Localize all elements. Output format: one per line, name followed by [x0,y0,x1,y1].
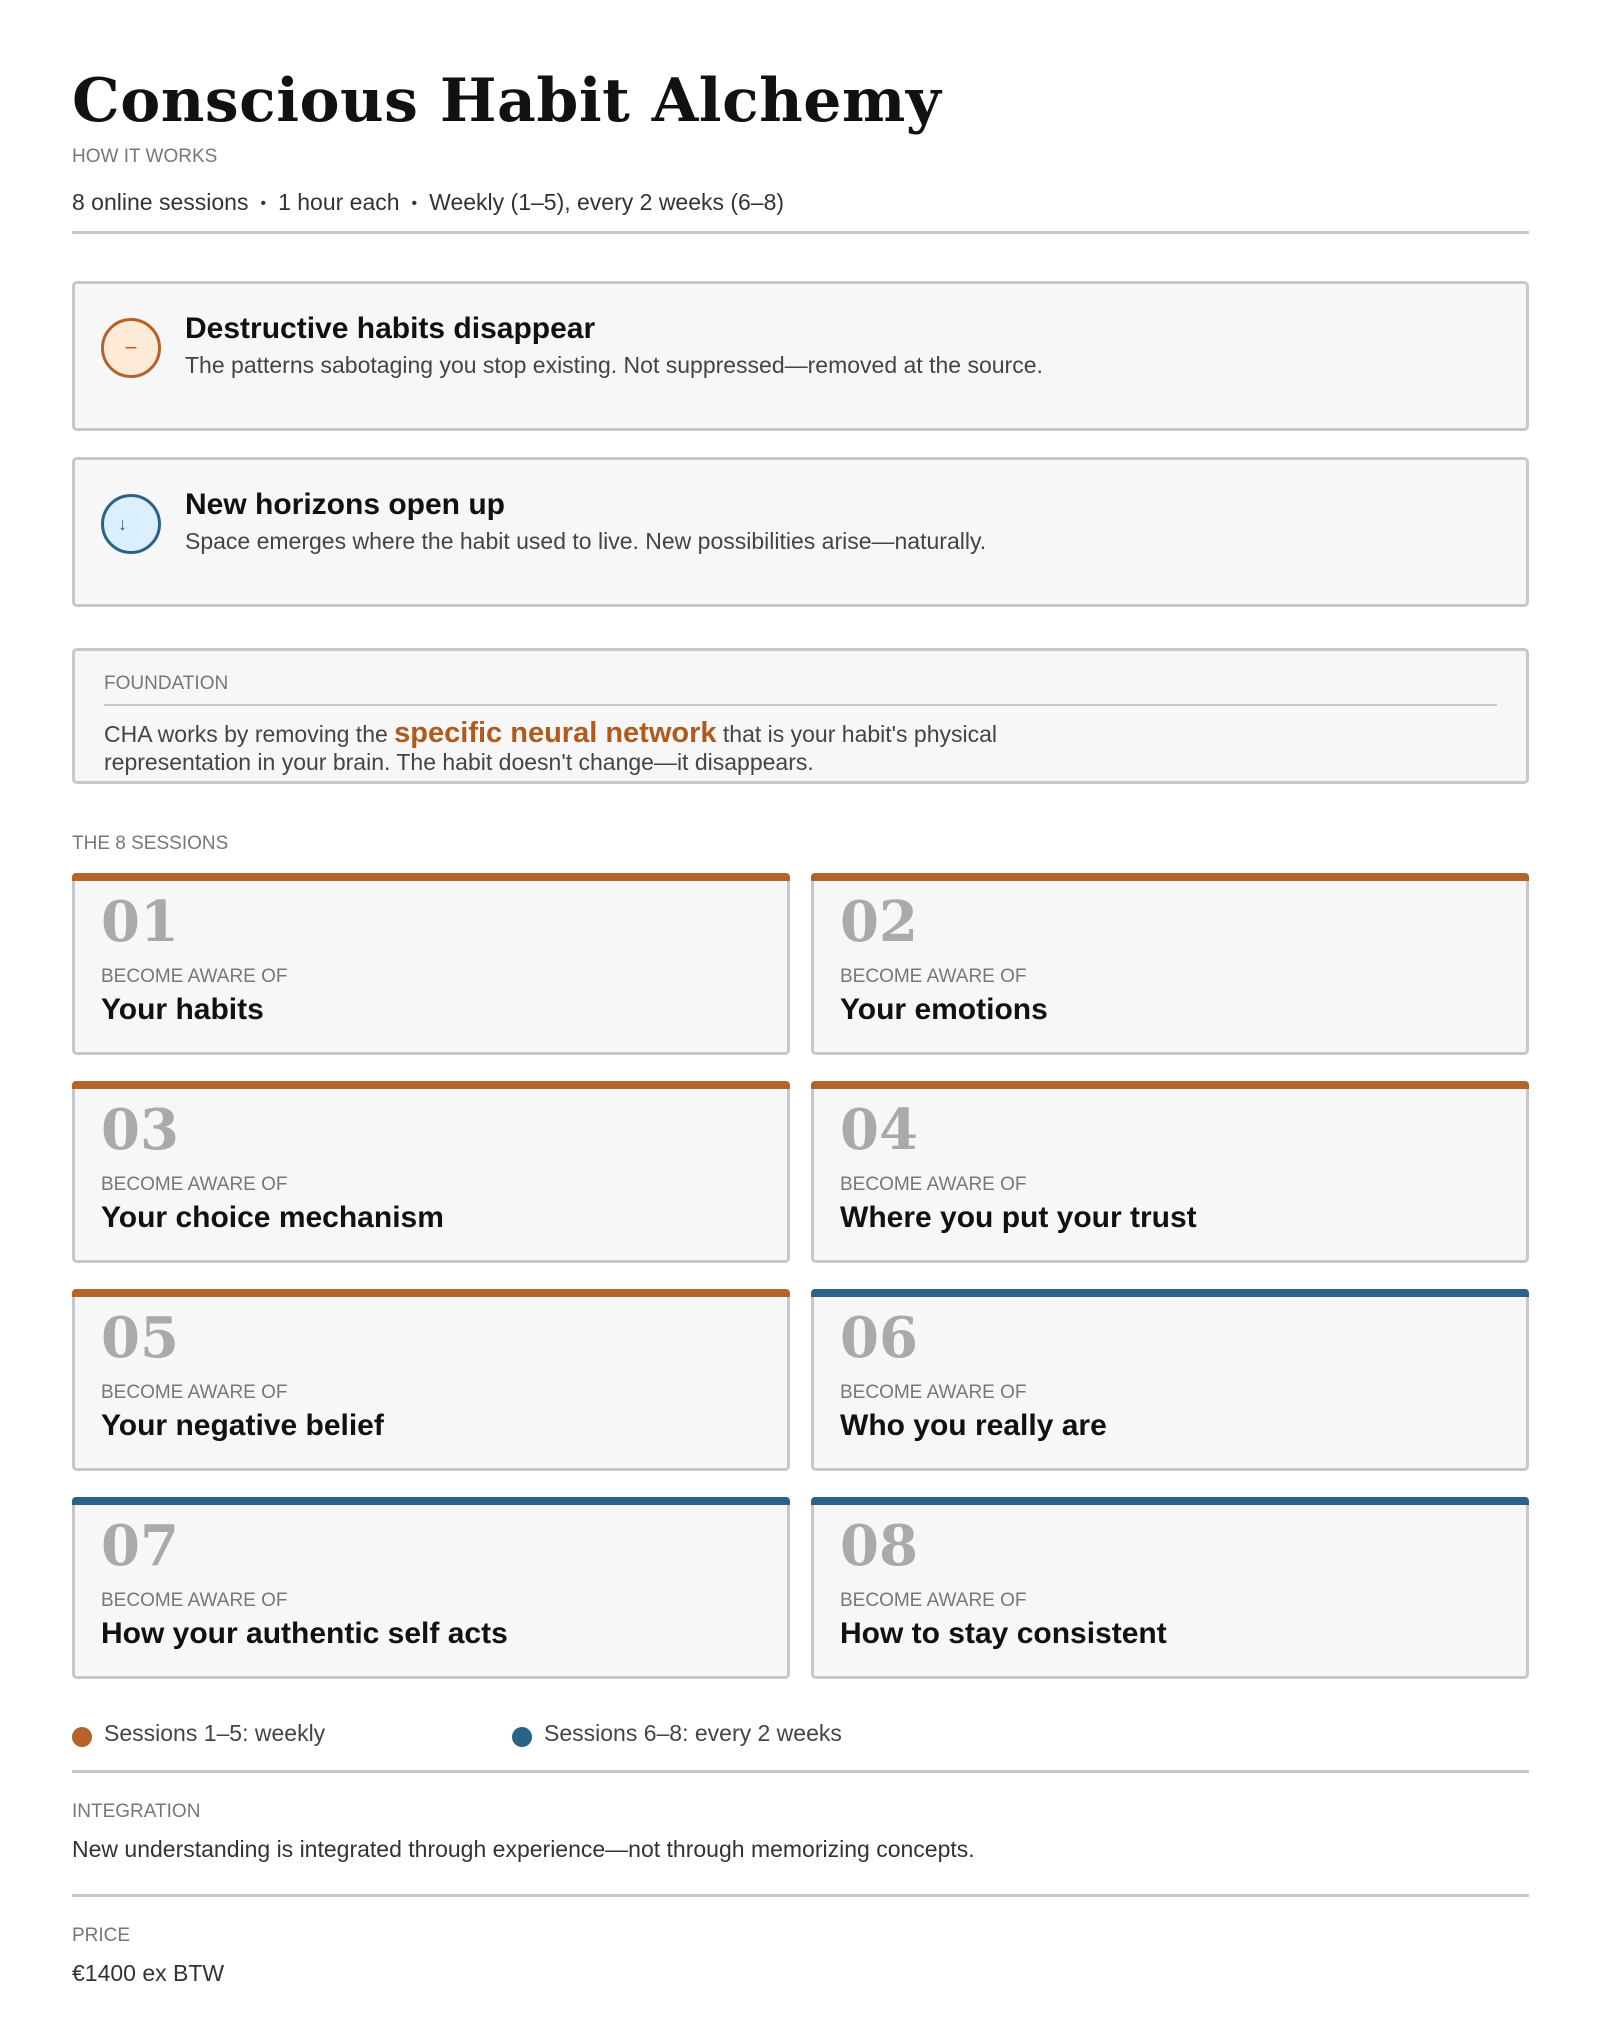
legend-label: Sessions 1–5: weekly [104,1720,326,1746]
integration-text: New understanding is integrated through … [72,1836,975,1862]
divider [104,704,1497,706]
session-title: Your negative belief [101,1409,384,1442]
benefit-title: New horizons open up [185,488,505,521]
session-pretitle: BECOME AWARE OF [101,1590,288,1611]
session-pretitle: BECOME AWARE OF [101,966,288,987]
session-card: 02 BECOME AWARE OF Your emotions [811,873,1529,1055]
session-card: 05 BECOME AWARE OF Your negative belief [72,1289,790,1471]
session-color-bar [72,1081,790,1089]
session-title: Your habits [101,993,264,1026]
foundation-label: FOUNDATION [104,673,229,694]
orange-dot-icon [72,1726,92,1747]
session-pretitle: BECOME AWARE OF [101,1174,288,1195]
highlight: specific neural network [394,717,717,749]
session-card: 03 BECOME AWARE OF Your choice mechanism [72,1081,790,1263]
session-number: 07 [101,1513,179,1579]
session-color-bar [811,1497,1529,1505]
benefit-desc: Space emerges where the habit used to li… [185,528,987,554]
session-title: Where you put your trust [840,1201,1197,1234]
text: that is your habit's physical representa… [104,721,998,775]
divider [72,1770,1529,1773]
session-number: 04 [840,1097,918,1163]
session-card: 07 BECOME AWARE OF How your authentic se… [72,1497,790,1679]
session-color-bar [811,1081,1529,1089]
session-color-bar [811,873,1529,881]
page-title: Conscious Habit Alchemy [72,66,942,136]
session-number: 06 [840,1305,918,1371]
benefit-title: Destructive habits disappear [185,312,596,345]
benefit-desc: The patterns sabotaging you stop existin… [185,352,1043,378]
minus-icon: − [101,318,161,378]
session-number: 03 [101,1097,179,1163]
session-title: Your choice mechanism [101,1201,444,1234]
session-pretitle: BECOME AWARE OF [840,966,1027,987]
meta-duration: 1 hour each [278,189,400,215]
price-label: PRICE [72,1925,131,1946]
session-color-bar [811,1289,1529,1297]
session-card: 08 BECOME AWARE OF How to stay consisten… [811,1497,1529,1679]
session-pretitle: BECOME AWARE OF [840,1174,1027,1195]
session-card: 06 BECOME AWARE OF Who you really are [811,1289,1529,1471]
page-subtitle: HOW IT WORKS [72,146,218,167]
arrow-down-icon: ↓ [101,494,161,554]
session-card: 01 BECOME AWARE OF Your habits [72,873,790,1055]
session-card: 04 BECOME AWARE OF Where you put your tr… [811,1081,1529,1263]
session-title: Your emotions [840,993,1048,1026]
benefit-card: − Destructive habits disappear The patte… [72,281,1529,431]
divider [72,231,1529,234]
benefit-card: ↓ New horizons open up Space emerges whe… [72,457,1529,607]
blue-dot-icon [512,1726,532,1747]
session-title: How to stay consistent [840,1617,1167,1650]
session-number: 08 [840,1513,918,1579]
session-number: 02 [840,889,918,955]
separator: • [260,194,267,212]
divider [72,1894,1529,1897]
meta-line: 8 online sessions • 1 hour each • Weekly (1–… [72,189,784,216]
integration-label: INTEGRATION [72,1801,201,1822]
sessions-label: THE 8 SESSIONS [72,833,229,854]
legend-item-weekly: Sessions 1–5: weekly [72,1720,325,1747]
session-color-bar [72,1497,790,1505]
text: CHA works by removing the [104,721,395,747]
separator: • [411,194,418,212]
session-title: Who you really are [840,1409,1107,1442]
session-pretitle: BECOME AWARE OF [840,1382,1027,1403]
meta-frequency: Weekly (1–5), every 2 weeks (6–8) [429,189,785,215]
foundation-text: CHA works by removing the specific neura… [104,719,1104,776]
session-color-bar [72,873,790,881]
legend-item-biweekly: Sessions 6–8: every 2 weeks [512,1720,842,1747]
meta-sessions: 8 online sessions [72,189,249,215]
session-color-bar [72,1289,790,1297]
legend-label: Sessions 6–8: every 2 weeks [544,1720,842,1746]
price-value: €1400 ex BTW [72,1960,225,1986]
session-number: 01 [101,889,179,955]
session-pretitle: BECOME AWARE OF [840,1590,1027,1611]
session-pretitle: BECOME AWARE OF [101,1382,288,1403]
foundation-card: FOUNDATION CHA works by removing the spe… [72,648,1529,784]
session-number: 05 [101,1305,179,1371]
session-title: How your authentic self acts [101,1617,508,1650]
